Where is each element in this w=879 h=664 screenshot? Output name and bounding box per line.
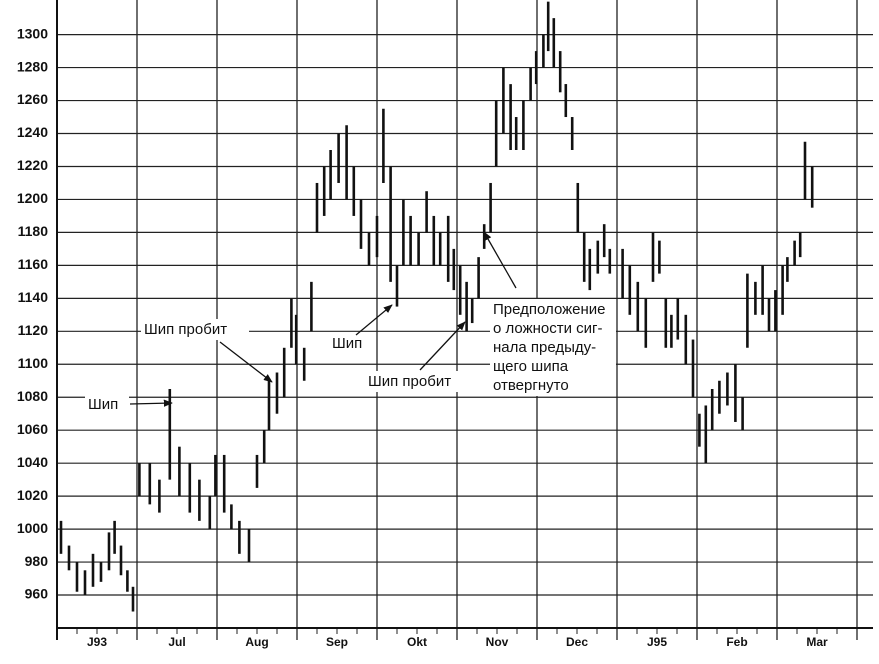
y-tick-label: 1040 — [17, 454, 48, 470]
x-tick-label: J95 — [647, 635, 667, 649]
annotation-background — [85, 394, 129, 415]
x-tick-label: J93 — [87, 635, 107, 649]
annotation-text: о ложности сиг- — [493, 320, 603, 337]
annotation-text: Шип — [88, 396, 118, 413]
y-tick-label: 1120 — [18, 322, 49, 338]
x-tick-label: Mar — [806, 635, 828, 649]
y-tick-label: 1100 — [18, 355, 49, 371]
y-tick-label: 980 — [25, 553, 49, 569]
y-tick-label: 1080 — [17, 388, 48, 404]
y-tick-label: 1220 — [17, 157, 48, 173]
annotation-arrow — [219, 341, 273, 383]
y-tick-label: 1140 — [18, 289, 49, 305]
x-tick-label: Aug — [245, 635, 268, 649]
annotation-background — [141, 319, 249, 340]
x-tick-label: Jul — [168, 635, 185, 649]
annotation-text: нала предыду- — [493, 339, 596, 356]
annotation-text: Шип — [332, 335, 362, 352]
x-tick-label: Dec — [566, 635, 588, 649]
y-tick-label: 1000 — [17, 520, 48, 536]
annotation-arrow — [419, 321, 466, 371]
annotation-text: Шип пробит — [368, 373, 451, 390]
x-tick-label: Sep — [326, 635, 348, 649]
annotation-arrow — [483, 231, 517, 289]
y-tick-label: 1160 — [18, 256, 49, 272]
y-tick-label: 1180 — [18, 223, 49, 239]
x-tick-label: Okt — [407, 635, 427, 649]
y-tick-label: 1280 — [17, 58, 48, 74]
annotation-arrow — [129, 399, 173, 407]
x-tick-label: Feb — [726, 635, 747, 649]
annotation-background — [490, 299, 616, 396]
y-tick-label: 1060 — [17, 421, 48, 437]
y-tick-label: 960 — [25, 586, 49, 602]
annotation-background — [365, 371, 469, 392]
annotation-text: щего шипа — [493, 358, 569, 375]
annotation-arrow — [355, 304, 393, 336]
y-tick-label: 1240 — [17, 124, 48, 140]
y-tick-label: 1020 — [17, 487, 48, 503]
annotation-text: отвергнуто — [493, 377, 569, 394]
y-tick-label: 1200 — [17, 190, 48, 206]
y-tick-label: 1260 — [17, 91, 48, 107]
x-tick-label: Nov — [486, 635, 509, 649]
annotation-text: Предположение — [493, 301, 606, 318]
y-tick-label: 1300 — [17, 25, 48, 41]
annotation-text: Шип пробит — [144, 321, 227, 338]
annotation-background — [329, 333, 371, 354]
